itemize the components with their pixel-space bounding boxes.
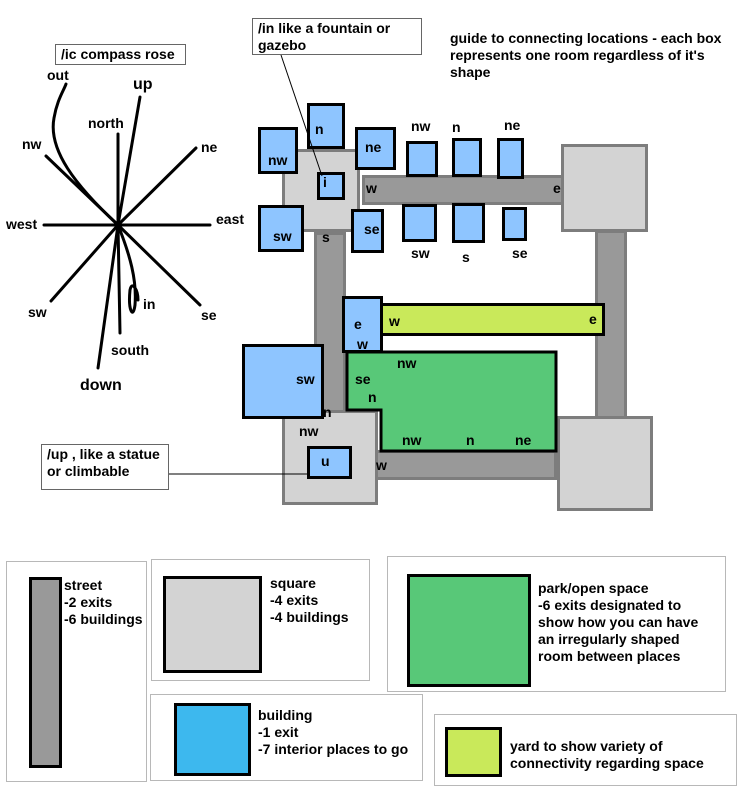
compass-label-out: out — [47, 67, 69, 83]
building-nw — [258, 127, 298, 174]
building-ne — [355, 127, 396, 170]
street-building-sw — [402, 204, 437, 242]
legend-street-swatch — [29, 577, 62, 768]
park-building-sw — [242, 344, 324, 419]
street-building-ne — [497, 138, 524, 179]
map-label-bottom-square-u: u — [321, 453, 330, 469]
top-right-square — [561, 144, 648, 232]
map-label-yard-w: w — [389, 313, 400, 329]
statue-building-u — [307, 446, 352, 479]
legend-yard-swatch — [445, 727, 502, 777]
legend-building-swatch — [174, 703, 251, 776]
map-label-park-ne-bottom: ne — [515, 432, 532, 448]
street-building-nw — [406, 141, 438, 177]
map-label-street-s: s — [462, 249, 470, 265]
compass-label-south: south — [111, 342, 150, 358]
yard — [380, 303, 605, 336]
map-label-park-n-left: n — [368, 389, 377, 405]
map-label-top-square-ne: ne — [365, 139, 382, 155]
map-label-left-building-sw: sw — [296, 371, 315, 387]
street-building-s — [452, 203, 485, 243]
street-building-se — [502, 207, 527, 241]
map-label-top-square-sw: sw — [273, 228, 292, 244]
guide-text: guide to connecting locations - each box… — [450, 30, 722, 80]
legend-street-text: street -2 exits -6 buildings — [64, 577, 143, 627]
legend-yard-text: yard to show variety of connectivity reg… — [510, 738, 704, 771]
map-label-street-n: n — [452, 119, 461, 135]
compass-label-north: north — [88, 115, 124, 131]
legend-park-text: park/open space -6 exits designated to s… — [538, 580, 699, 664]
map-label-street-nw: nw — [411, 118, 431, 134]
map-label-top-square-nw: nw — [268, 152, 288, 168]
map-label-street-se: se — [512, 245, 528, 261]
fountain-note: /in like a fountain or gazebo — [252, 18, 422, 55]
map-label-park-w: w — [357, 336, 368, 352]
map-label-street-sw: sw — [411, 245, 430, 261]
map-label-top-square-i: i — [323, 174, 327, 190]
map-label-bottom-square-nw: nw — [299, 423, 319, 439]
map-label-street-ne: ne — [504, 117, 521, 133]
park-building-e — [342, 296, 383, 353]
map-label-top-square-w: w — [366, 180, 377, 196]
legend-park-swatch — [407, 574, 531, 687]
compass-label-sw: sw — [28, 304, 47, 320]
legend-building-text: building -1 exit -7 interior places to g… — [258, 707, 409, 757]
map-label-bottom-square-w: w — [376, 457, 387, 473]
legend-square-swatch — [163, 576, 262, 673]
map-label-park-se: se — [355, 371, 371, 387]
compass-label-se: se — [201, 307, 217, 323]
compass-note: /ic compass rose — [55, 44, 186, 65]
building-sw — [258, 205, 304, 252]
bottom-right-square — [557, 416, 653, 511]
map-label-street-e: e — [553, 180, 561, 196]
compass-label-ne: ne — [201, 139, 218, 155]
map-label-park-nw-top: nw — [397, 355, 417, 371]
legend-square-text: square -4 exits -4 buildings — [270, 575, 349, 625]
map-label-park-e: e — [354, 316, 362, 332]
compass-label-down: down — [80, 377, 122, 394]
building-n — [307, 103, 345, 149]
compass-label-in: in — [143, 296, 156, 312]
building-se — [351, 209, 384, 253]
map-label-park-n-bottom: n — [466, 432, 475, 448]
map-label-bottom-square-n: n — [323, 404, 332, 420]
map-label-park-nw-bottom: nw — [402, 432, 422, 448]
compass-label-nw: nw — [22, 136, 42, 152]
statue-note: /up , like a statue or climbable — [41, 444, 169, 490]
street-building-n — [452, 138, 482, 177]
compass-label-west: west — [6, 216, 38, 232]
map-label-top-square-s: s — [322, 229, 330, 245]
map-label-top-square-se: se — [364, 221, 380, 237]
map-label-top-square-n: n — [315, 121, 324, 137]
map-label-yard-e: e — [589, 311, 597, 327]
building-i — [317, 172, 345, 200]
compass-label-up: up — [133, 76, 153, 93]
compass-label-east: east — [216, 211, 245, 227]
